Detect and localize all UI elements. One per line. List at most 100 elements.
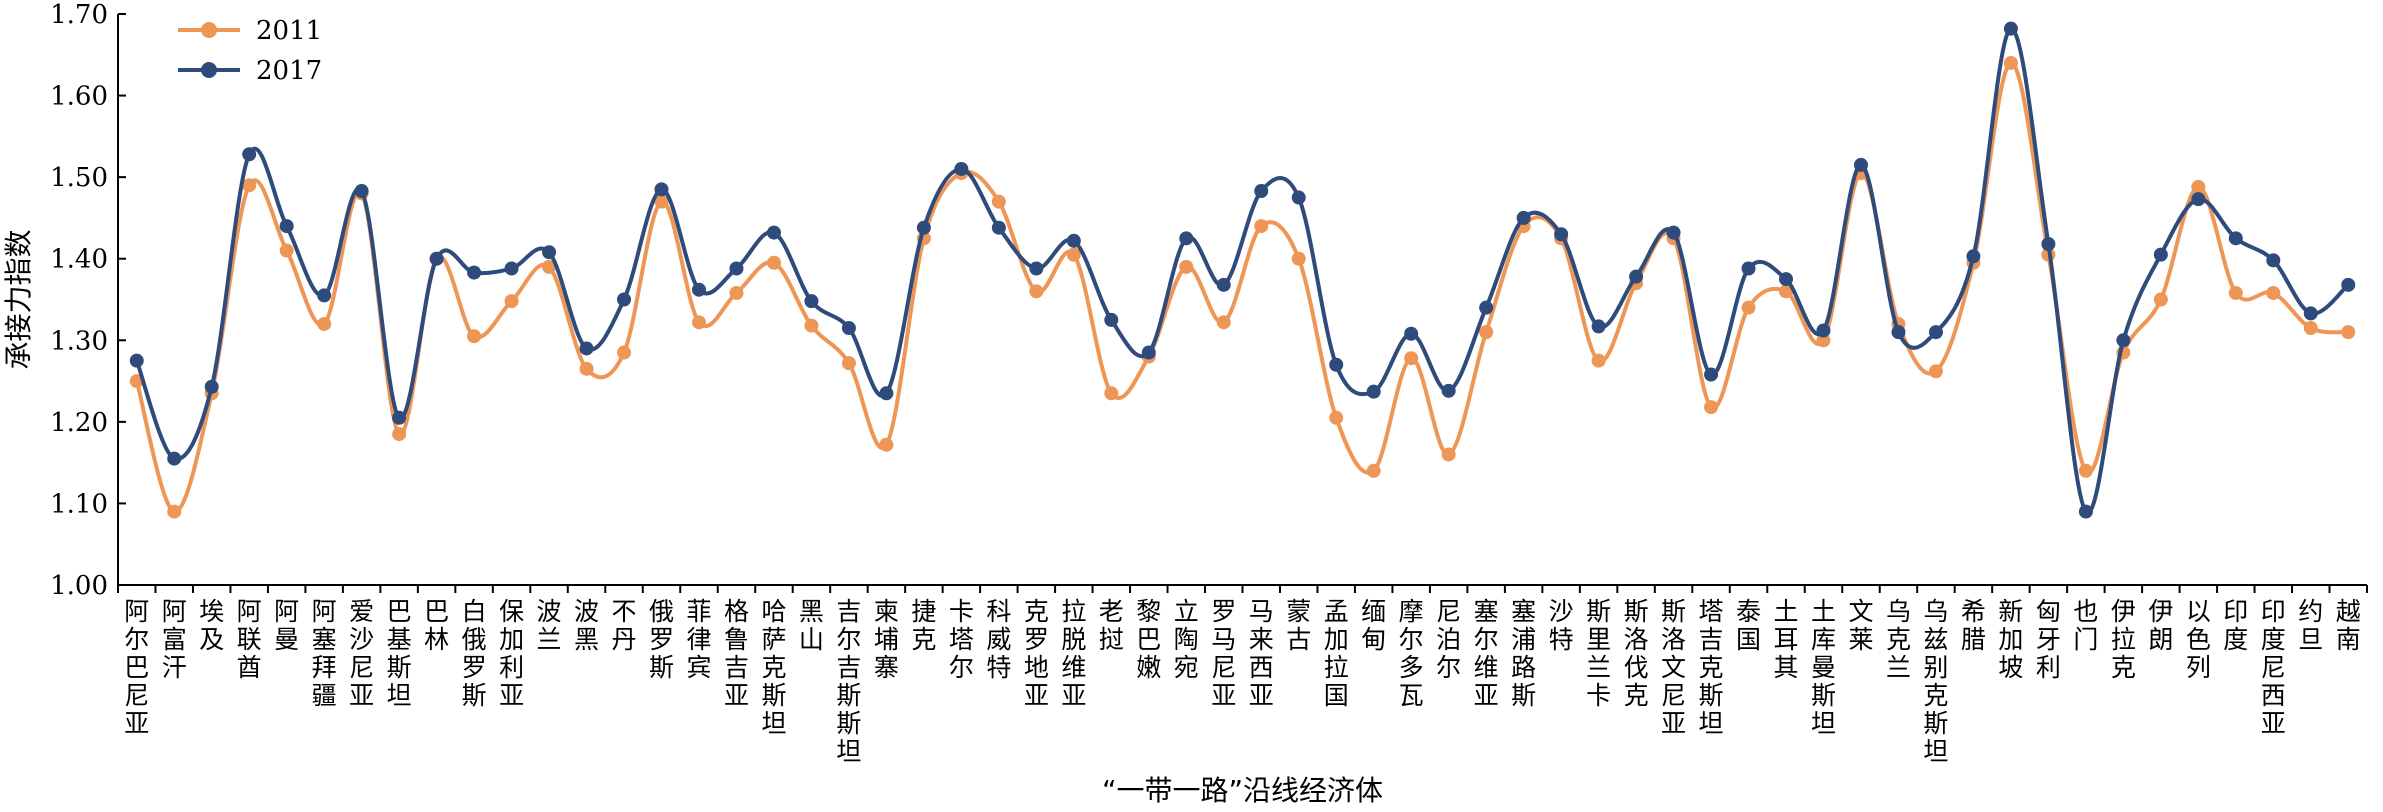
x-category-label: 不丹	[612, 597, 637, 654]
data-point-2011	[2303, 321, 2318, 336]
x-category-label: 约旦	[2298, 597, 2323, 654]
x-category-label: 克罗地亚	[1024, 597, 1049, 710]
x-category-label: 卡塔尔	[949, 597, 974, 682]
data-point-2017	[1666, 225, 1681, 240]
data-point-2011	[2078, 463, 2093, 478]
data-point-2017	[2041, 237, 2056, 252]
data-point-2011	[729, 285, 744, 300]
x-category-label: 老挝	[1099, 597, 1124, 654]
data-point-2017	[2003, 21, 2018, 36]
data-point-2011	[2003, 55, 2018, 70]
data-point-2017	[2153, 247, 2168, 262]
data-point-2017	[691, 282, 706, 297]
x-category-label: 泰国	[1736, 597, 1761, 654]
x-category-label: 摩尔多瓦	[1399, 597, 1424, 710]
data-point-2017	[1704, 367, 1719, 382]
data-point-2017	[1029, 261, 1044, 276]
y-tick-label: 1.60	[50, 82, 108, 112]
data-point-2017	[1591, 319, 1606, 334]
x-category-label: 马来西亚	[1249, 597, 1274, 710]
x-category-label: 阿曼	[274, 597, 299, 654]
data-point-2011	[1029, 284, 1044, 299]
data-point-2017	[1366, 384, 1381, 399]
x-category-label: 匈牙利	[2036, 597, 2061, 682]
data-point-2011	[691, 315, 706, 330]
data-point-2011	[654, 194, 669, 209]
data-point-2011	[1779, 284, 1794, 299]
data-point-2011	[2266, 285, 2281, 300]
x-category-label: 孟加拉国	[1324, 597, 1349, 710]
data-point-2011	[1741, 300, 1756, 315]
data-point-2017	[167, 451, 182, 466]
data-point-2017	[729, 261, 744, 276]
data-point-2017	[1516, 210, 1531, 225]
y-tick-label: 1.50	[50, 163, 108, 193]
data-point-2017	[1853, 157, 1868, 172]
x-category-label: 尼泊尔	[1436, 597, 1461, 682]
data-point-2011	[879, 437, 894, 452]
data-point-2017	[1479, 300, 1494, 315]
x-category-label: 波兰	[537, 597, 562, 654]
x-category-label: 也门	[2073, 597, 2098, 654]
data-point-2017	[1441, 383, 1456, 398]
series-line-2011	[134, 60, 2349, 514]
data-point-2011	[1441, 447, 1456, 462]
data-point-2011	[1704, 400, 1719, 415]
data-point-2017	[1816, 323, 1831, 338]
x-category-label: 俄罗斯	[649, 597, 674, 682]
x-category-label: 罗马尼亚	[1211, 597, 1236, 710]
data-point-2017	[2341, 277, 2356, 292]
data-point-2017	[354, 184, 369, 199]
y-axis-title: 承接力指数	[2, 229, 35, 369]
data-point-2017	[392, 410, 407, 425]
data-point-2017	[279, 219, 294, 234]
x-category-label: 菲律宾	[686, 597, 711, 682]
x-category-label: 巴基斯坦	[387, 597, 412, 710]
data-point-2011	[1104, 386, 1119, 401]
data-point-2017	[1779, 272, 1794, 287]
x-category-label: 塞浦路斯	[1511, 597, 1536, 710]
x-category-label: 立陶宛	[1174, 597, 1199, 682]
x-category-label: 伊拉克	[2111, 597, 2136, 682]
data-point-2011	[1179, 259, 1194, 274]
x-category-label: 保加利亚	[499, 597, 524, 710]
x-category-label: 阿尔巴尼亚	[124, 597, 149, 738]
y-tick-label: 1.00	[50, 571, 108, 601]
x-category-label: 哈萨克斯坦	[761, 597, 786, 738]
data-point-2011	[617, 345, 632, 360]
x-category-label: 文莱	[1848, 597, 1873, 654]
data-point-2017	[1329, 357, 1344, 372]
data-point-2017	[1254, 184, 1269, 199]
data-point-2011	[542, 259, 557, 274]
x-category-label: 柬埔寨	[874, 597, 899, 682]
data-point-2011	[2191, 179, 2206, 194]
x-category-label: 斯洛伐克	[1624, 597, 1649, 710]
x-category-label: 爱沙尼亚	[349, 597, 374, 710]
data-point-2011	[579, 361, 594, 376]
data-point-2011	[2341, 325, 2356, 340]
x-category-label: 科威特	[986, 597, 1011, 682]
x-category-label: 土库曼斯坦	[1811, 597, 1836, 738]
data-point-2017	[129, 353, 144, 368]
data-point-2017	[2228, 231, 2243, 246]
data-point-2011	[242, 178, 257, 193]
data-point-2017	[1404, 326, 1419, 341]
data-point-2017	[2078, 504, 2093, 519]
data-point-2017	[204, 379, 219, 394]
data-point-2017	[429, 251, 444, 266]
x-category-label: 塞尔维亚	[1474, 597, 1499, 710]
x-category-label: 阿联酋	[237, 597, 262, 682]
data-point-2017	[654, 182, 669, 197]
data-point-2011	[1329, 410, 1344, 425]
data-point-2017	[1741, 261, 1756, 276]
data-point-2017	[1216, 277, 1231, 292]
data-point-2011	[467, 329, 482, 344]
x-category-label: 以色列	[2186, 597, 2211, 682]
x-axis-title: “一带一路”沿线经济体	[1102, 774, 1383, 807]
data-point-2017	[766, 225, 781, 240]
data-point-2011	[392, 427, 407, 442]
x-category-label: 土耳其	[1774, 597, 1799, 682]
x-category-label: 伊朗	[2148, 597, 2173, 654]
